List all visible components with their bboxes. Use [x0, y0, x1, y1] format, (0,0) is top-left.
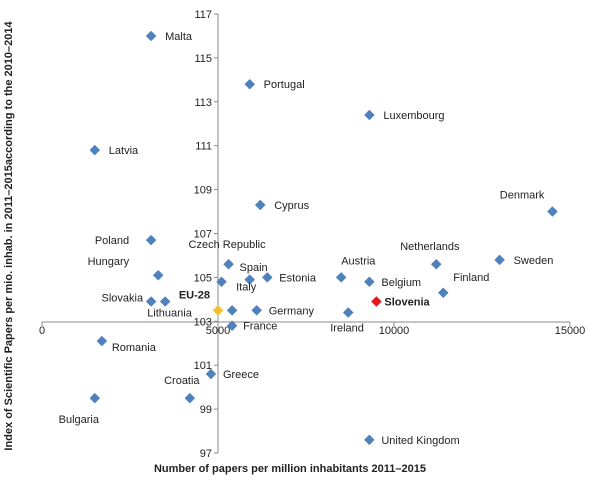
y-tick-label: 97	[200, 448, 212, 460]
point-slovenia	[371, 296, 382, 307]
point-germany	[251, 304, 263, 316]
label-greece: Greece	[223, 369, 259, 381]
y-tick-label: 117	[194, 9, 212, 21]
label-poland: Poland	[95, 235, 129, 247]
x-tick-label: 15000	[555, 325, 586, 337]
label-ireland: Ireland	[330, 323, 364, 335]
point-romania	[96, 335, 108, 347]
label-austria: Austria	[341, 255, 376, 267]
label-croatia: Croatia	[164, 375, 200, 387]
x-tick-label: 0	[39, 325, 45, 337]
data-labels: Malta Portugal Luxembourg Latvia Cyprus Denma…	[59, 31, 554, 447]
point-united-kingdom	[364, 434, 375, 446]
point-ireland	[342, 307, 354, 318]
label-united-kingdom: United Kingdom	[381, 435, 459, 447]
point-netherlands	[430, 258, 442, 270]
point-spain	[244, 274, 256, 285]
label-germany: Germany	[269, 305, 315, 317]
y-axis-title: Index of Scientific Papers per mio. inha…	[3, 21, 15, 451]
point-luxembourg	[364, 109, 375, 121]
point-portugal	[244, 78, 256, 90]
point-latvia	[89, 144, 101, 156]
y-tick-label: 105	[194, 272, 212, 284]
y-tick-label: 111	[195, 141, 212, 153]
y-tick-label: 101	[194, 360, 212, 372]
point-slovakia	[145, 296, 157, 307]
point-austria	[335, 272, 347, 283]
label-latvia: Latvia	[109, 145, 139, 157]
data-points	[89, 30, 558, 446]
y-tick-label: 99	[200, 404, 212, 416]
point-lithuania	[159, 296, 171, 307]
axes: 97 99 101 103 105 107 109 111 113 115 117 0 5000 1000…	[39, 9, 585, 460]
y-tick-label: 115	[194, 53, 212, 65]
y-tick-label: 103	[194, 316, 212, 328]
label-lithuania: Lithuania	[147, 308, 193, 320]
y-tick-label: 113	[194, 97, 212, 109]
label-cyprus: Cyprus	[274, 200, 309, 212]
point-italy	[226, 304, 238, 316]
x-tick-label: 5000	[206, 325, 230, 337]
label-bulgaria: Bulgaria	[59, 414, 100, 426]
label-denmark: Denmark	[500, 190, 545, 202]
y-tick-label: 107	[194, 229, 212, 241]
y-tick-label: 109	[194, 185, 212, 197]
point-croatia	[184, 392, 196, 404]
label-portugal: Portugal	[264, 79, 305, 91]
label-romania: Romania	[112, 342, 157, 354]
label-spain: Spain	[240, 262, 268, 274]
label-italy: Italy	[236, 281, 257, 293]
label-netherlands: Netherlands	[400, 241, 460, 253]
label-slovenia: Slovenia	[384, 297, 430, 309]
point-spain	[216, 276, 227, 288]
label-hungary: Hungary	[88, 256, 130, 268]
point-hungary	[152, 269, 164, 281]
point-greece	[205, 368, 217, 380]
x-tick-label: 10000	[379, 325, 410, 337]
label-finland: Finland	[453, 272, 489, 284]
point-belgium	[364, 276, 375, 288]
label-france: France	[243, 321, 277, 333]
point-czech-republic	[223, 258, 234, 270]
label-luxembourg: Luxembourg	[383, 110, 444, 122]
label-belgium: Belgium	[381, 277, 421, 289]
label-eu-28: EU-28	[179, 289, 210, 301]
point-malta	[145, 30, 157, 42]
label-estonia: Estonia	[279, 272, 317, 284]
point-finland	[437, 287, 449, 299]
label-malta: Malta	[165, 31, 193, 43]
point-sweden	[494, 254, 505, 266]
label-sweden: Sweden	[514, 255, 554, 267]
label-czech-republic: Czech Republic	[189, 239, 267, 251]
point-cyprus	[254, 199, 266, 211]
label-slovakia: Slovakia	[102, 293, 144, 305]
point-poland	[145, 234, 157, 246]
point-denmark	[547, 206, 558, 217]
x-axis-title: Number of papers per million inhabitants…	[154, 463, 426, 475]
point-france	[226, 320, 238, 332]
point-eu-28	[212, 304, 224, 316]
point-estonia	[261, 272, 273, 283]
point-bulgaria	[89, 392, 101, 404]
